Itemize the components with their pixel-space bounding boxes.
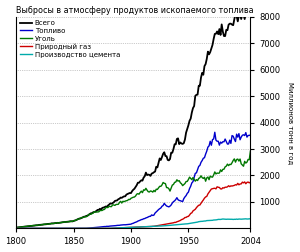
Legend: Всего, Топливо, Уголь, Природный газ, Производство цемента: Всего, Топливо, Уголь, Природный газ, Пр… <box>18 19 122 59</box>
Line: Природный газ: Природный газ <box>16 182 250 228</box>
Line: Производство цемента: Производство цемента <box>16 219 250 228</box>
Всего <box>228 22 232 25</box>
Производство цемента <box>161 224 165 227</box>
Производство цемента <box>248 217 251 220</box>
Всего <box>161 152 165 155</box>
Всего <box>14 226 18 229</box>
Топливо <box>229 142 233 145</box>
Топливо <box>157 208 160 211</box>
Производство цемента <box>228 218 232 221</box>
Уголь <box>157 186 160 190</box>
Топливо <box>173 199 176 202</box>
Топливо <box>213 131 217 134</box>
Природный газ <box>44 227 48 230</box>
Уголь <box>173 181 176 184</box>
Уголь <box>44 223 48 226</box>
Всего <box>173 143 176 146</box>
Всего <box>44 223 48 226</box>
Топливо <box>143 217 146 220</box>
Уголь <box>14 226 18 229</box>
Всего <box>157 161 160 164</box>
Природный газ <box>249 181 252 184</box>
Производство цемента <box>173 223 176 226</box>
Топливо <box>44 227 48 230</box>
Топливо <box>249 134 252 137</box>
Уголь <box>143 189 146 192</box>
Всего <box>249 13 252 16</box>
Уголь <box>228 163 232 166</box>
Производство цемента <box>14 227 18 230</box>
Природный газ <box>14 227 18 230</box>
Производство цемента <box>249 217 252 220</box>
Line: Топливо: Топливо <box>16 132 250 228</box>
Производство цемента <box>157 225 160 228</box>
Line: Уголь: Уголь <box>16 151 250 228</box>
Топливо <box>161 204 165 207</box>
Природный газ <box>143 225 146 228</box>
Природный газ <box>161 223 165 226</box>
Топливо <box>14 227 18 230</box>
Уголь <box>161 181 165 184</box>
Line: Всего: Всего <box>16 6 250 228</box>
Уголь <box>249 150 252 153</box>
Природный газ <box>173 221 176 224</box>
Природный газ <box>243 180 247 183</box>
Всего <box>143 175 146 178</box>
Природный газ <box>228 185 232 188</box>
Производство цемента <box>44 227 48 230</box>
Всего <box>248 5 251 8</box>
Природный газ <box>157 224 160 227</box>
Text: Выбросы в атмосферу продуктов ископаемого топлива: Выбросы в атмосферу продуктов ископаемог… <box>16 6 254 15</box>
Y-axis label: Миллионов тонн в год: Миллионов тонн в год <box>288 81 294 164</box>
Производство цемента <box>143 225 146 228</box>
